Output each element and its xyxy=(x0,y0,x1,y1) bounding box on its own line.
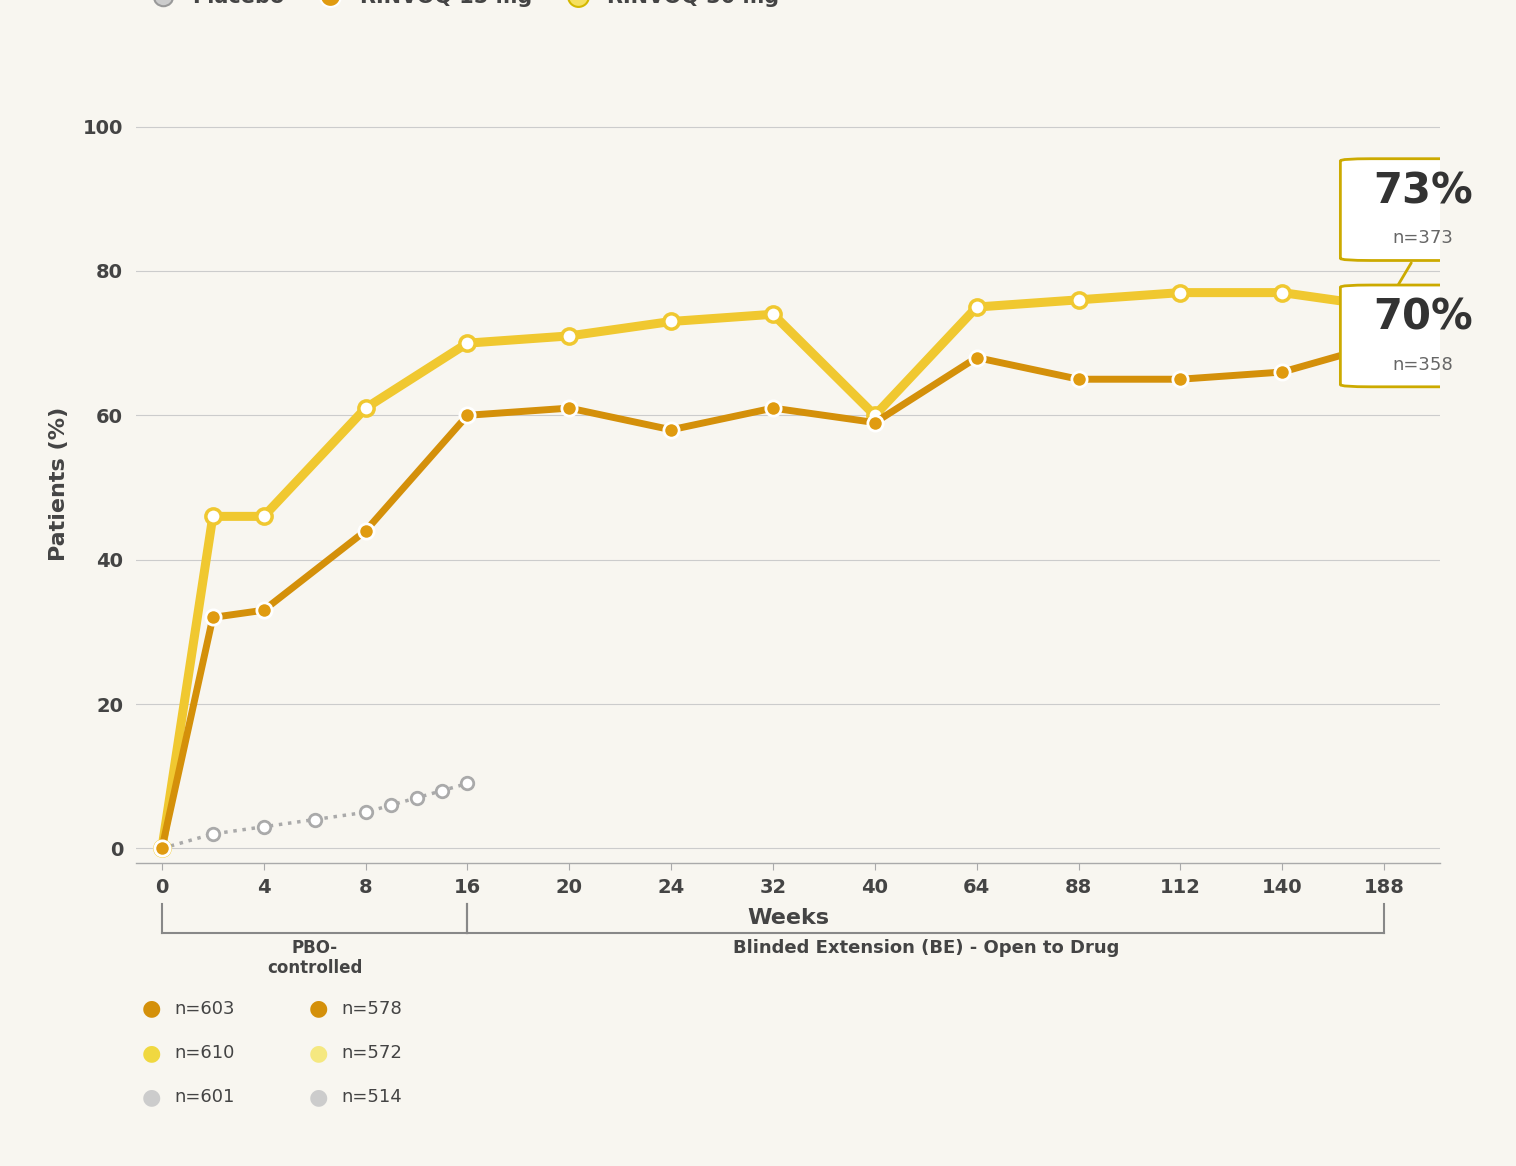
Text: 70%: 70% xyxy=(1373,297,1472,339)
Text: ●: ● xyxy=(143,1042,161,1063)
Text: n=610: n=610 xyxy=(174,1044,235,1062)
Text: n=572: n=572 xyxy=(341,1044,402,1062)
FancyBboxPatch shape xyxy=(1340,285,1505,387)
Text: ●: ● xyxy=(143,998,161,1019)
Legend: Placebo, RINVOQ 15 mg, RINVOQ 30 mg: Placebo, RINVOQ 15 mg, RINVOQ 30 mg xyxy=(133,0,787,15)
Text: PBO-
controlled: PBO- controlled xyxy=(267,939,362,977)
Y-axis label: Patients (%): Patients (%) xyxy=(49,407,70,561)
Text: n=358: n=358 xyxy=(1393,356,1454,374)
FancyArrowPatch shape xyxy=(1390,338,1411,385)
Text: ●: ● xyxy=(309,1042,327,1063)
Text: n=603: n=603 xyxy=(174,999,235,1018)
Text: n=601: n=601 xyxy=(174,1088,235,1107)
FancyBboxPatch shape xyxy=(1340,159,1505,260)
Text: Blinded Extension (BE) - Open to Drug: Blinded Extension (BE) - Open to Drug xyxy=(732,939,1119,956)
Text: ●: ● xyxy=(309,1087,327,1108)
Text: n=373: n=373 xyxy=(1393,230,1454,247)
Text: n=514: n=514 xyxy=(341,1088,402,1107)
Text: n=578: n=578 xyxy=(341,999,402,1018)
FancyArrowPatch shape xyxy=(1390,262,1411,297)
X-axis label: Weeks: Weeks xyxy=(747,908,829,928)
Text: ●: ● xyxy=(143,1087,161,1108)
Text: 73%: 73% xyxy=(1373,170,1472,212)
Text: ●: ● xyxy=(309,998,327,1019)
